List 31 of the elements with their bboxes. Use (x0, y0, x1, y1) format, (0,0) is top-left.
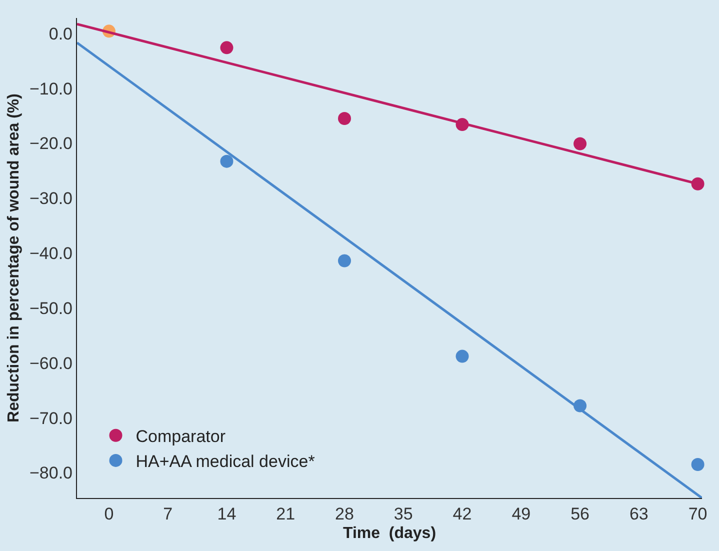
x-tick-label: 42 (452, 504, 472, 524)
y-tick-label: −70.0 (29, 408, 72, 428)
legend-label: HA+AA medical device* (136, 452, 316, 472)
x-tick-label: 0 (104, 504, 114, 524)
y-tick-label: −60.0 (29, 354, 72, 373)
point (456, 350, 469, 363)
point (220, 154, 234, 168)
x-tick-label: 63 (629, 504, 648, 524)
point (338, 112, 351, 125)
y-tick-label: −40.0 (29, 244, 72, 264)
y-tick-label: −80.0 (29, 464, 72, 483)
point (220, 41, 234, 54)
x-tick-label: 21 (276, 504, 296, 524)
y-tick-label: −20.0 (29, 134, 72, 154)
legend-label: Comparator (136, 426, 226, 446)
x-tick-label: 28 (335, 504, 354, 524)
x-tick-label: 7 (163, 504, 173, 524)
x-tick-label: 56 (570, 504, 590, 524)
y-tick-label: 0.0 (48, 24, 72, 44)
y-tick-label: −50.0 (29, 298, 72, 318)
point (338, 254, 351, 268)
x-tick-label: 35 (394, 504, 413, 524)
y-axis-title: Reduction in percentage of wound area (%) (5, 94, 22, 422)
y-tick-label: −10.0 (29, 79, 72, 98)
y-tick-label: −30.0 (29, 189, 72, 208)
x-tick-label: 49 (512, 504, 531, 524)
point (574, 137, 587, 150)
x-tick-label: 70 (688, 504, 708, 524)
point (691, 458, 704, 471)
x-axis-title: Time (days) (342, 525, 436, 542)
x-tick-label: 14 (217, 504, 236, 524)
